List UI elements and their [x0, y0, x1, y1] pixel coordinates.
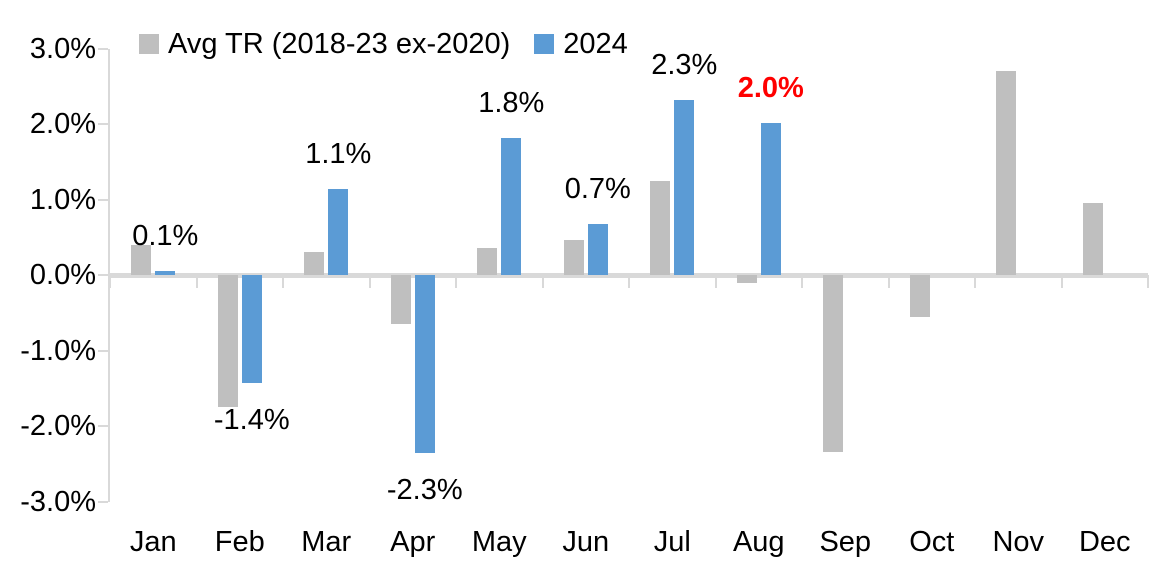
- x-axis-tick: [887, 275, 890, 288]
- bar-2024-may: [501, 138, 522, 275]
- bar-avg-may: [477, 247, 498, 275]
- bar-avg-jun: [563, 240, 584, 275]
- bar-avg-feb: [217, 275, 238, 408]
- y-axis-tick: [98, 47, 108, 50]
- x-axis-tick: [282, 275, 284, 288]
- x-tick-label-nov: Nov: [992, 526, 1045, 558]
- y-axis-tick: [98, 274, 108, 276]
- x-axis-tick: [801, 275, 803, 288]
- data-label-apr: -2.3%: [386, 474, 463, 507]
- bar-avg-sep: [823, 275, 844, 453]
- x-axis-tick: [628, 275, 630, 288]
- y-tick-label--1.0%: -1.0%: [20, 334, 96, 367]
- x-tick-label-may: May: [471, 526, 527, 558]
- bar-avg-oct: [909, 275, 930, 317]
- bar-avg-apr: [390, 275, 411, 325]
- legend-item-2024: 2024: [534, 28, 628, 60]
- y-tick-label-3.0%: 3.0%: [29, 32, 96, 65]
- bar-avg-aug: [736, 275, 757, 283]
- legend-label-2024: 2024: [563, 28, 628, 60]
- legend-swatch-avg-tr: [139, 34, 159, 54]
- bar-2024-apr: [414, 275, 435, 454]
- y-tick-label-0.0%: 0.0%: [29, 259, 96, 291]
- x-tick-label-apr: Apr: [390, 526, 436, 558]
- bar-2024-aug: [760, 123, 781, 275]
- data-label-aug: 2.0%: [737, 72, 804, 105]
- y-tick-label-1.0%: 1.0%: [29, 183, 96, 216]
- data-label-mar: 1.1%: [305, 137, 372, 170]
- x-axis-tick: [541, 275, 544, 288]
- x-axis-tick: [109, 275, 111, 288]
- y-tick-label--3.0%: -3.0%: [20, 485, 96, 518]
- x-axis-tick: [368, 275, 371, 288]
- y-axis-tick: [98, 123, 108, 125]
- data-label-jan: 0.1%: [132, 220, 199, 253]
- bar-2024-mar: [328, 188, 349, 275]
- legend-item-avg-tr: Avg TR (2018-23 ex-2020): [139, 28, 510, 60]
- x-tick-label-oct: Oct: [909, 526, 955, 558]
- x-axis-tick: [974, 275, 976, 288]
- bar-avg-jan: [131, 244, 152, 275]
- x-tick-label-sep: Sep: [819, 526, 872, 558]
- y-axis-tick: [98, 500, 108, 503]
- x-tick-label-jun: Jun: [562, 526, 610, 558]
- chart-legend: Avg TR (2018-23 ex-2020) 2024: [139, 28, 628, 60]
- x-axis-tick: [1060, 275, 1063, 288]
- x-tick-label-aug: Aug: [732, 526, 785, 558]
- y-tick-label--2.0%: -2.0%: [20, 410, 96, 442]
- x-axis-tick: [1147, 275, 1149, 288]
- data-label-jul: 2.3%: [651, 48, 718, 81]
- y-tick-label-2.0%: 2.0%: [29, 108, 96, 140]
- y-axis-tick: [98, 349, 108, 352]
- y-axis-tick: [98, 425, 108, 427]
- x-tick-label-dec: Dec: [1078, 526, 1131, 558]
- legend-swatch-2024: [534, 34, 555, 54]
- bar-avg-jul: [650, 180, 671, 275]
- data-label-feb: -1.4%: [213, 403, 290, 436]
- data-label-may: 1.8%: [478, 87, 545, 120]
- bar-2024-jun: [587, 223, 608, 275]
- bar-avg-mar: [304, 252, 325, 275]
- bar-avg-dec: [1082, 203, 1103, 275]
- x-tick-label-feb: Feb: [214, 526, 265, 558]
- bar-avg-nov: [996, 71, 1017, 275]
- data-label-jun: 0.7%: [564, 172, 631, 205]
- x-tick-label-mar: Mar: [301, 526, 352, 558]
- x-axis-tick: [714, 275, 717, 288]
- legend-label-avg-tr: Avg TR (2018-23 ex-2020): [168, 28, 511, 60]
- x-axis-tick: [195, 275, 198, 288]
- bar-2024-jan: [155, 271, 176, 275]
- bar-2024-jul: [674, 99, 695, 275]
- bar-2024-feb: [241, 275, 262, 383]
- x-tick-label-jan: Jan: [129, 526, 177, 558]
- x-tick-label-jul: Jul: [653, 526, 691, 558]
- x-axis-tick: [455, 275, 457, 288]
- y-axis-tick: [98, 198, 108, 201]
